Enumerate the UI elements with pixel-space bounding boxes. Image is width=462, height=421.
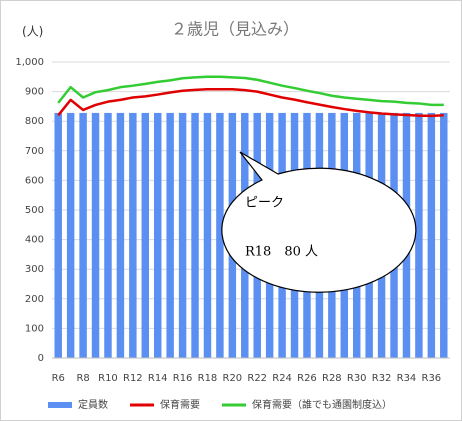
- bar: [104, 112, 112, 358]
- x-tick-label: R26: [297, 373, 317, 384]
- y-tick-label: 300: [25, 264, 44, 275]
- x-tick-label: R8: [76, 373, 89, 384]
- y-tick-label: 100: [25, 323, 44, 334]
- line: [57, 75, 444, 107]
- bar: [427, 112, 436, 358]
- x-tick-label: R32: [372, 373, 392, 384]
- bar: [191, 112, 199, 358]
- x-tick-label: R22: [247, 373, 267, 384]
- chart-title: ２歳児（見込み）: [171, 20, 299, 39]
- bar: [116, 112, 125, 358]
- x-tick-label: R20: [223, 373, 243, 384]
- bar: [166, 112, 174, 358]
- y-tick-label: 700: [25, 146, 44, 157]
- y-axis-label: (人): [22, 25, 43, 39]
- annotation: ピーク: [245, 196, 284, 211]
- x-tick-label: R36: [422, 373, 442, 384]
- callout: [221, 151, 417, 293]
- x-tick-label: R16: [173, 373, 193, 384]
- annotation: R18 80 人: [245, 245, 318, 260]
- line: [57, 87, 444, 118]
- bar: [79, 112, 87, 358]
- x-tick-label: R34: [397, 373, 417, 384]
- bar: [141, 112, 150, 358]
- y-tick-label: 1,000: [15, 57, 44, 68]
- y-tick-label: 900: [25, 87, 44, 98]
- bar: [153, 112, 162, 358]
- y-tick-label: 0: [38, 353, 44, 364]
- bar: [178, 112, 187, 358]
- legend-label: 保育需要（誰でも通園制度込）: [252, 398, 392, 411]
- x-tick-label: R28: [322, 373, 342, 384]
- y-tick-label: 600: [25, 175, 44, 186]
- legend-label: 定員数: [78, 398, 108, 411]
- x-tick-label: R18: [198, 373, 218, 384]
- bar: [54, 112, 62, 358]
- bar: [216, 112, 224, 358]
- bar: [129, 112, 137, 358]
- y-tick-label: 400: [25, 235, 44, 246]
- bar: [91, 112, 100, 358]
- x-tick-label: R30: [347, 373, 367, 384]
- bar: [203, 112, 212, 358]
- x-tick-label: R14: [148, 373, 168, 384]
- x-tick-label: R6: [52, 373, 65, 384]
- x-tick-label: R12: [123, 373, 143, 384]
- x-tick-label: R10: [98, 373, 118, 384]
- y-tick-label: 200: [25, 294, 44, 305]
- y-tick-label: 800: [25, 116, 44, 127]
- legend-label: 保育需要: [160, 398, 200, 411]
- x-tick-label: R24: [272, 373, 292, 384]
- legend-swatch: [48, 402, 72, 408]
- bar: [440, 112, 448, 358]
- bar: [66, 112, 75, 358]
- y-tick-label: 500: [25, 205, 44, 216]
- bar: [415, 112, 423, 358]
